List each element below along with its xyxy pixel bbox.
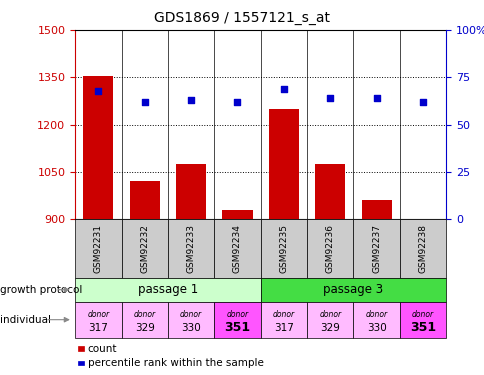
Text: passage 3: passage 3 xyxy=(323,283,383,296)
Point xyxy=(140,99,148,105)
Point xyxy=(279,86,287,92)
Point xyxy=(233,99,241,105)
Text: 330: 330 xyxy=(366,322,386,333)
Text: donor: donor xyxy=(272,310,294,319)
Text: 329: 329 xyxy=(135,322,154,333)
Text: 330: 330 xyxy=(181,322,200,333)
Text: passage 1: passage 1 xyxy=(137,283,197,296)
Text: 317: 317 xyxy=(88,322,108,333)
Bar xyxy=(361,200,391,219)
Text: GSM92232: GSM92232 xyxy=(140,224,149,273)
Text: donor: donor xyxy=(318,310,341,319)
Text: GSM92235: GSM92235 xyxy=(279,224,288,273)
Bar xyxy=(315,164,345,219)
Text: GSM92236: GSM92236 xyxy=(325,224,334,273)
Text: GDS1869 / 1557121_s_at: GDS1869 / 1557121_s_at xyxy=(154,11,330,25)
Text: 329: 329 xyxy=(319,322,339,333)
Text: donor: donor xyxy=(87,310,109,319)
Text: percentile rank within the sample: percentile rank within the sample xyxy=(88,358,263,368)
Bar xyxy=(268,109,298,219)
Point xyxy=(372,95,380,101)
Text: donor: donor xyxy=(134,310,155,319)
Bar xyxy=(176,164,206,219)
Text: 317: 317 xyxy=(273,322,293,333)
Text: GSM92231: GSM92231 xyxy=(94,224,103,273)
Text: individual: individual xyxy=(0,315,51,325)
Text: growth protocol: growth protocol xyxy=(0,285,82,295)
Point xyxy=(187,97,195,103)
Text: GSM92233: GSM92233 xyxy=(186,224,195,273)
Text: 351: 351 xyxy=(409,321,435,334)
Text: count: count xyxy=(88,344,117,354)
Text: donor: donor xyxy=(180,310,202,319)
Text: donor: donor xyxy=(411,310,433,319)
Point xyxy=(94,88,102,94)
Bar xyxy=(129,182,160,219)
Text: 351: 351 xyxy=(224,321,250,334)
Text: GSM92234: GSM92234 xyxy=(232,224,242,273)
Point xyxy=(418,99,426,105)
Bar xyxy=(222,210,252,219)
Text: GSM92237: GSM92237 xyxy=(371,224,380,273)
Text: donor: donor xyxy=(226,310,248,319)
Bar xyxy=(83,76,113,219)
Point xyxy=(326,95,333,101)
Text: GSM92238: GSM92238 xyxy=(418,224,426,273)
Text: donor: donor xyxy=(365,310,387,319)
